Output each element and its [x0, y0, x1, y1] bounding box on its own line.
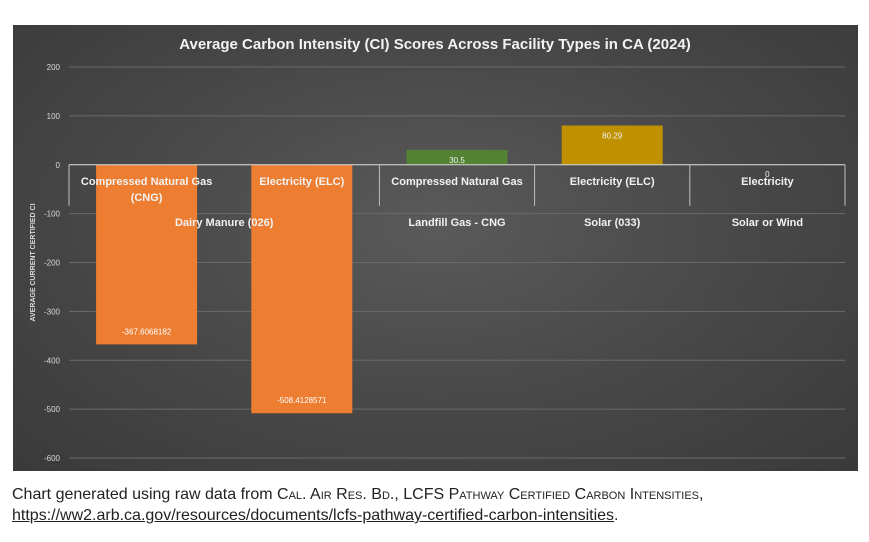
data-label: -508.4128571 — [277, 396, 327, 405]
group-label: Solar or Wind — [732, 217, 803, 229]
y-tick-label: 100 — [47, 112, 61, 121]
bar — [96, 164, 198, 345]
chart-area: Average Carbon Intensity (CI) Scores Acr… — [13, 25, 858, 471]
y-tick-label: -400 — [44, 356, 61, 365]
category-label: (CNG) — [131, 192, 163, 204]
caption-dataset: LCFS Pathway Certified Carbon Intensitie… — [403, 486, 699, 503]
category-label: Electricity (ELC) — [570, 176, 655, 188]
y-tick-label: -300 — [44, 307, 61, 316]
caption-end: . — [614, 507, 619, 524]
data-label: 0 — [765, 170, 770, 179]
group-label: Landfill Gas - CNG — [408, 217, 505, 229]
data-label: -367.6068182 — [122, 327, 172, 336]
chart-caption: Chart generated using raw data from Cal.… — [12, 484, 862, 526]
y-tick-label: -500 — [44, 405, 61, 414]
caption-source: Cal. Air Res. Bd. — [277, 486, 395, 503]
group-label: Solar (033) — [584, 217, 641, 229]
group-label: Dairy Manure (026) — [175, 217, 274, 229]
y-tick-label: -200 — [44, 259, 61, 268]
chart-title: Average Carbon Intensity (CI) Scores Acr… — [179, 36, 691, 53]
caption-prefix: Chart generated using raw data from — [12, 486, 278, 503]
bar — [561, 125, 663, 165]
category-label: Compressed Natural Gas — [391, 176, 522, 188]
y-tick-label: -600 — [44, 454, 61, 463]
bar-chart: Average Carbon Intensity (CI) Scores Acr… — [30, 36, 846, 463]
caption-comma: , — [699, 486, 704, 503]
caption-source-link[interactable]: https://ww2.arb.ca.gov/resources/documen… — [12, 507, 615, 524]
bar — [251, 164, 353, 414]
data-label: 80.29 — [602, 132, 623, 141]
y-tick-label: -100 — [44, 210, 61, 219]
y-axis-label: AVERAGE CURRENT CERTIFIED CI — [30, 203, 37, 321]
category-label: Electricity (ELC) — [259, 176, 344, 188]
data-label: 30.5 — [449, 156, 465, 165]
y-tick-label: 0 — [56, 161, 61, 170]
caption-sep: , — [394, 486, 404, 503]
y-tick-label: 200 — [47, 63, 61, 72]
category-label: Electricity — [741, 176, 794, 188]
bar — [406, 149, 508, 165]
category-label: Compressed Natural Gas — [81, 176, 212, 188]
